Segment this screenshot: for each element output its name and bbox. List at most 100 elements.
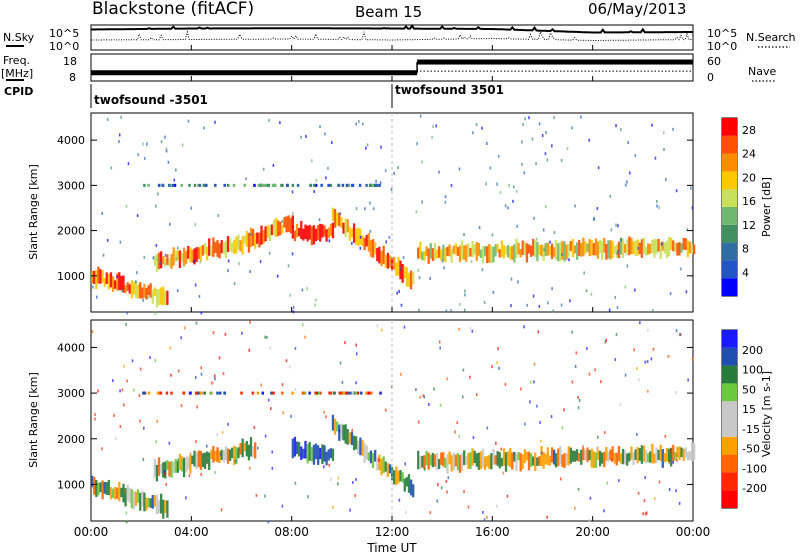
echo-cell [302, 448, 305, 459]
echo-cell [561, 240, 564, 260]
echo-cell [321, 444, 324, 464]
echo-cell [417, 450, 420, 470]
echo-cell [237, 448, 240, 459]
echo-cell [615, 452, 618, 466]
echo-cell [479, 249, 483, 259]
echo-cell [327, 166, 329, 170]
echo-cell [517, 451, 520, 461]
colorbar-swatch [722, 347, 737, 366]
echo-cell [680, 447, 683, 458]
echo-cell [328, 463, 330, 467]
echo-cell [419, 456, 422, 469]
echo-cell [462, 368, 465, 372]
echo-cell [291, 190, 294, 194]
echo-cell [153, 458, 157, 477]
echo-cell [495, 441, 497, 445]
echo-cell [194, 283, 197, 287]
echo-cell [342, 391, 345, 395]
echo-cell [291, 438, 294, 459]
echo-cell [162, 255, 165, 265]
echo-cell [498, 366, 500, 370]
echo-cell [345, 391, 348, 395]
echo-cell [272, 219, 276, 236]
echo-cell [563, 408, 565, 412]
echo-cell [483, 456, 487, 471]
echo-cell [222, 242, 225, 254]
echo-cell [130, 489, 134, 509]
echo-cell [419, 114, 422, 118]
echo-cell [546, 447, 549, 466]
echo-cell [134, 281, 138, 298]
echo-cell [549, 240, 551, 244]
echo-cell [238, 262, 240, 266]
echo-cell [452, 452, 455, 471]
echo-cell [180, 458, 184, 472]
echo-cell [432, 125, 434, 129]
echo-cell [170, 253, 173, 269]
echo-cell [615, 124, 617, 128]
echo-cell [96, 295, 98, 299]
echo-cell [684, 447, 687, 458]
echo-cell [352, 435, 356, 451]
echo-cell [634, 240, 637, 256]
echo-cell [465, 244, 468, 262]
echo-cell [637, 246, 639, 250]
echo-cell [91, 330, 94, 334]
echo-cell [405, 477, 409, 487]
echo-cell [578, 453, 581, 462]
echo-cell [312, 225, 316, 245]
echo-cell [596, 207, 599, 211]
echo-cell [369, 201, 371, 205]
echo-cell [628, 452, 631, 462]
echo-cell [540, 439, 542, 443]
echo-cell [180, 404, 183, 408]
echo-cell [279, 121, 281, 125]
colorbar-swatch [722, 171, 737, 190]
echo-cell [281, 504, 284, 508]
echo-cell [567, 446, 570, 466]
echo-cell [374, 242, 377, 255]
colorbar-tick-label: -100 [742, 462, 767, 475]
echo-cell [647, 389, 649, 393]
echo-cell [369, 391, 373, 395]
echo-cell [318, 218, 321, 222]
echo-cell [397, 470, 400, 484]
echo-cell [403, 325, 406, 329]
echo-cell [577, 395, 579, 399]
echo-cell [223, 183, 226, 187]
echo-cell [471, 329, 474, 333]
echo-cell [214, 183, 217, 187]
echo-cell [127, 162, 130, 166]
echo-cell [268, 251, 271, 255]
echo-cell [693, 244, 696, 255]
echo-cell [249, 320, 251, 324]
echo-cell [450, 184, 453, 188]
echo-cell [395, 262, 398, 276]
echo-cell [496, 361, 499, 365]
echo-cell [369, 229, 372, 233]
echo-cell [544, 152, 547, 156]
echo-cell [123, 364, 125, 368]
echo-cell [344, 341, 346, 345]
echo-cell [431, 135, 433, 139]
echo-cell [504, 204, 507, 208]
echo-cell [191, 455, 194, 465]
echo-cell [239, 240, 242, 252]
echo-cell [285, 216, 288, 233]
echo-cell [529, 400, 531, 404]
echo-cell [435, 453, 439, 471]
echo-cell [601, 241, 604, 260]
x-tick-label: 20:00 [575, 525, 610, 539]
echo-cell [504, 382, 507, 386]
echo-cell [684, 238, 687, 251]
echo-cell [321, 224, 324, 238]
echo-cell [333, 209, 337, 228]
echo-cell [287, 264, 290, 268]
echo-cell [205, 183, 208, 187]
echo-cell [97, 389, 99, 393]
echo-cell [162, 499, 165, 519]
colorbar-tick-label: 20 [742, 171, 756, 184]
echo-cell [214, 470, 216, 474]
echo-cell [397, 256, 400, 276]
echo-cell [569, 241, 572, 252]
